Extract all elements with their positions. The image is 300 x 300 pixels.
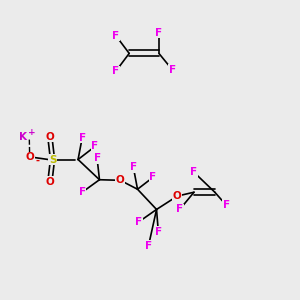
Text: O: O (173, 191, 182, 201)
Text: S: S (49, 154, 56, 164)
Text: O: O (116, 175, 125, 185)
Text: F: F (223, 200, 230, 210)
Text: O: O (46, 132, 54, 142)
Text: F: F (92, 141, 99, 152)
Text: F: F (190, 167, 198, 177)
Text: O: O (25, 152, 34, 162)
Text: F: F (149, 172, 157, 182)
Text: F: F (155, 28, 163, 38)
Text: F: F (130, 162, 137, 172)
Text: F: F (79, 133, 86, 142)
Text: F: F (169, 65, 176, 75)
Text: F: F (112, 66, 119, 76)
Text: O: O (46, 177, 54, 187)
Text: F: F (112, 31, 119, 40)
Text: F: F (145, 241, 152, 251)
Text: F: F (94, 153, 101, 163)
Text: F: F (176, 204, 183, 214)
Text: K: K (19, 132, 27, 142)
Text: F: F (155, 227, 162, 237)
Text: F: F (135, 217, 142, 227)
Text: +: + (28, 128, 36, 137)
Text: F: F (79, 187, 86, 197)
Text: -: - (36, 156, 40, 166)
